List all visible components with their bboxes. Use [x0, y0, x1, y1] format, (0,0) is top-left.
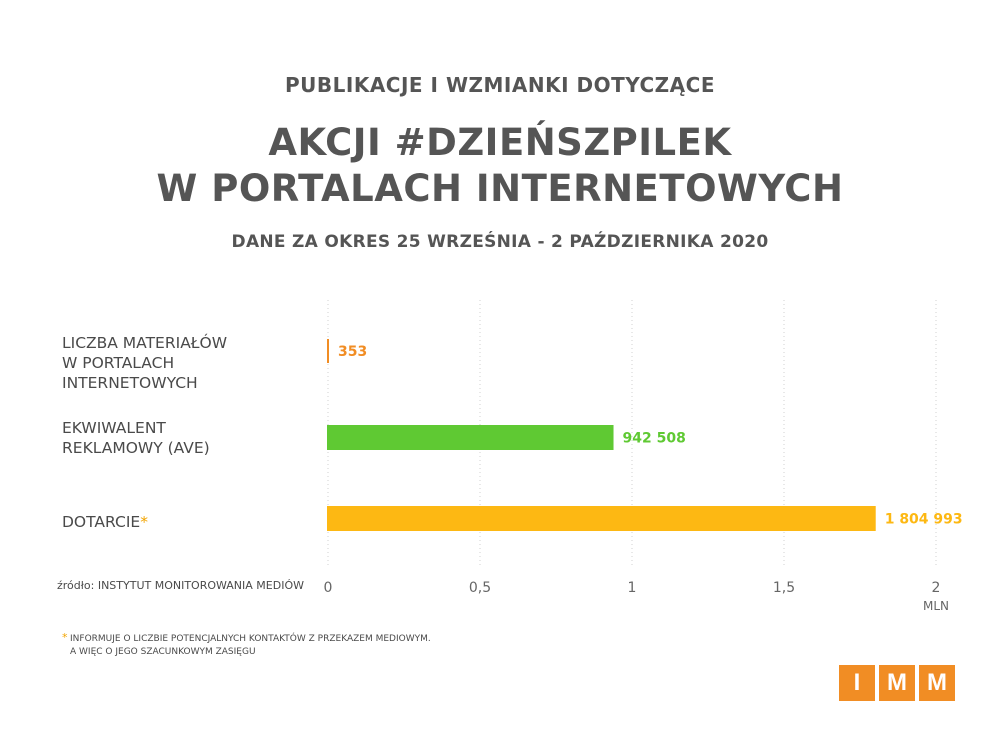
asterisk-marker: *	[140, 513, 148, 531]
category-label-text: DOTARCIE	[62, 513, 141, 531]
source-note: źródło: INSTYTUT MONITOROWANIA MEDIÓW	[57, 579, 304, 592]
bar	[327, 425, 614, 450]
footnote-asterisk: *	[62, 631, 68, 644]
bar	[327, 506, 876, 531]
category-label-line: EKWIWALENT	[62, 419, 166, 437]
chart-kicker: PUBLIKACJE I WZMIANKI DOTYCZĄCE	[285, 73, 715, 97]
category-label-line: REKLAMOWY (AVE)	[62, 439, 210, 457]
category-label-line: W PORTALACH	[62, 354, 175, 372]
bar-value-label: 1 804 993	[885, 512, 963, 528]
logo-letter: I	[839, 665, 875, 701]
x-tick-label: 2	[932, 580, 941, 596]
chart-subtitle: DANE ZA OKRES 25 WRZEŚNIA - 2 PAŹDZIERNI…	[231, 232, 769, 252]
footnote-line-2: A WIĘC O JEGO SZACUNKOWYM ZASIĘGU	[70, 647, 256, 657]
bar-value-label: 353	[338, 344, 367, 360]
logo-letter: M	[919, 665, 955, 701]
category-label-line: DOTARCIE*	[62, 512, 148, 532]
bar-value-label: 942 508	[623, 431, 686, 447]
chart-title-line-2: W PORTALACH INTERNETOWYCH	[156, 167, 844, 210]
x-tick-label: 0,5	[469, 580, 491, 596]
x-unit-label: MLN	[923, 599, 949, 613]
footnote-line-1: INFORMUJE O LICZBIE POTENCJALNYCH KONTAK…	[70, 634, 431, 644]
x-tick-label: 1	[628, 580, 637, 596]
bar	[327, 339, 329, 363]
category-label-line: LICZBA MATERIAŁÓW	[62, 334, 228, 352]
logo-letter: M	[879, 665, 915, 701]
imm-logo: I M M	[839, 665, 955, 701]
footnote: * INFORMUJE O LICZBIE POTENCJALNYCH KONT…	[62, 631, 431, 659]
x-tick-label: 0	[324, 580, 333, 596]
chart-title: AKCJI #DZIEŃSZPILEK W PORTALACH INTERNET…	[0, 120, 1000, 212]
chart-title-line-1: AKCJI #DZIEŃSZPILEK	[268, 121, 732, 164]
category-label-materials: LICZBA MATERIAŁÓW W PORTALACH INTERNETOW…	[62, 333, 227, 393]
category-label-ave: EKWIWALENT REKLAMOWY (AVE)	[62, 418, 210, 458]
category-label-line: INTERNETOWYCH	[62, 374, 198, 392]
x-tick-label: 1,5	[773, 580, 795, 596]
category-label-reach: DOTARCIE*	[62, 512, 148, 532]
